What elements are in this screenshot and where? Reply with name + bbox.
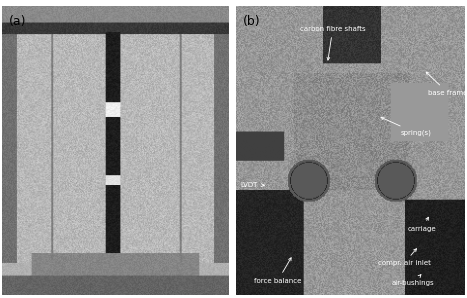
Text: spring(s): spring(s) <box>381 117 432 136</box>
Text: force balance: force balance <box>254 258 302 284</box>
Text: carbon fibre shafts: carbon fibre shafts <box>300 26 366 60</box>
Text: LVDT: LVDT <box>241 182 264 188</box>
Text: (a): (a) <box>9 15 27 28</box>
Text: compr. air inlet: compr. air inlet <box>378 249 431 266</box>
Text: carriage: carriage <box>407 217 436 232</box>
Text: base frame: base frame <box>426 72 467 96</box>
Text: air-bushings: air-bushings <box>391 275 434 286</box>
Text: (b): (b) <box>243 15 260 28</box>
